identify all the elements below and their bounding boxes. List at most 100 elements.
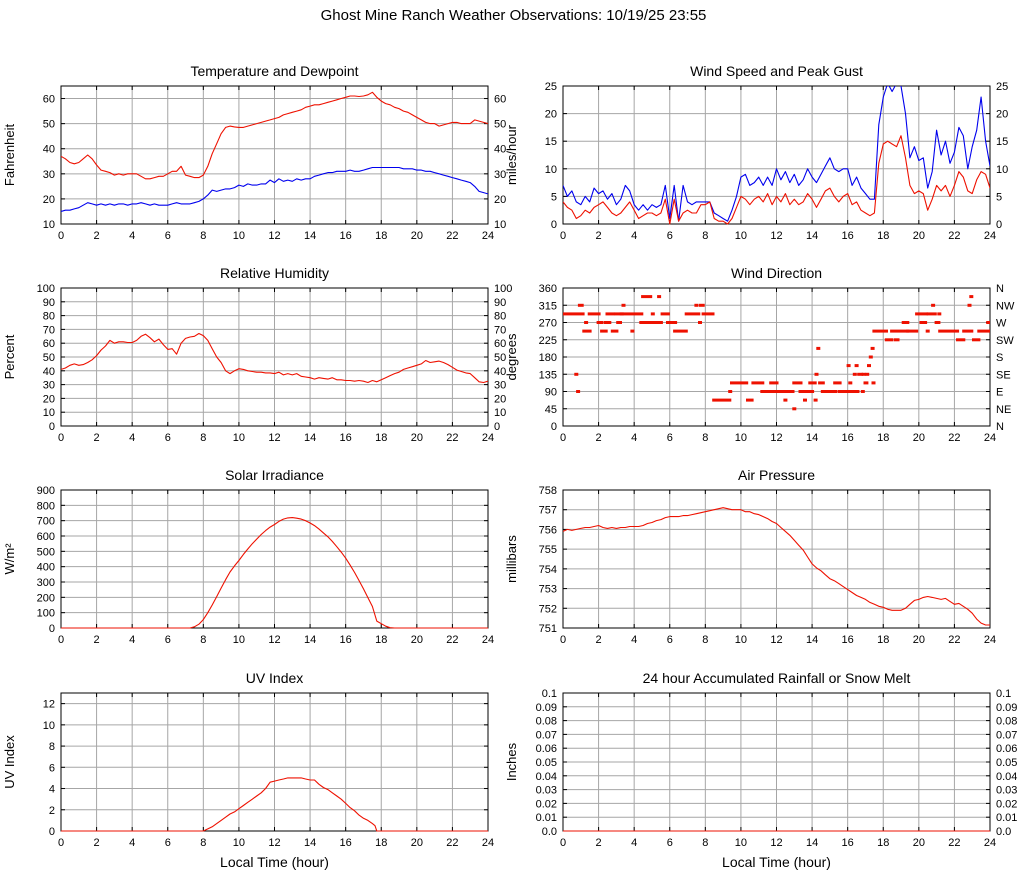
svg-text:90: 90 (43, 297, 55, 309)
svg-text:18: 18 (375, 230, 387, 242)
svg-text:60: 60 (43, 94, 55, 106)
svg-text:10: 10 (494, 407, 506, 419)
svg-text:18: 18 (877, 634, 889, 646)
rainfall-title: 24 hour Accumulated Rainfall or Snow Mel… (643, 670, 911, 686)
svg-text:6: 6 (165, 432, 171, 444)
chart-uv-index: UV Index UV Index 0 2 4 6 8 10 12 0 2 4 6 8 10 12 14 16 18… (0, 667, 520, 878)
svg-text:4: 4 (631, 634, 637, 646)
svg-text:0: 0 (560, 432, 566, 444)
svg-text:700: 700 (37, 516, 55, 528)
svg-text:20: 20 (43, 194, 55, 206)
svg-text:0.02: 0.02 (536, 798, 557, 810)
svg-text:14: 14 (304, 230, 316, 242)
svg-text:100: 100 (37, 283, 55, 295)
svg-text:0: 0 (560, 230, 566, 242)
svg-text:0.1: 0.1 (542, 688, 557, 700)
wind-speed-gust-title: Wind Speed and Peak Gust (690, 63, 863, 79)
svg-text:752: 752 (539, 603, 557, 615)
page-title: Ghost Mine Ranch Weather Observations: 1… (320, 7, 707, 24)
svg-text:22: 22 (948, 230, 960, 242)
svg-text:16: 16 (842, 634, 854, 646)
svg-text:5: 5 (551, 191, 557, 203)
svg-text:10: 10 (735, 230, 747, 242)
svg-text:14: 14 (806, 634, 818, 646)
svg-text:10: 10 (43, 407, 55, 419)
svg-text:0.0: 0.0 (542, 826, 557, 838)
svg-text:753: 753 (539, 584, 557, 596)
svg-text:10: 10 (233, 837, 245, 849)
svg-text:4: 4 (129, 837, 135, 849)
svg-text:6: 6 (667, 837, 673, 849)
svg-text:15: 15 (996, 136, 1008, 148)
svg-text:80: 80 (494, 311, 506, 323)
svg-text:12: 12 (770, 634, 782, 646)
svg-text:0.08: 0.08 (996, 716, 1017, 728)
chart-air-pressure: Air Pressure millibars 751 752 753 754 755 756 7… (502, 464, 1022, 664)
svg-text:20: 20 (913, 432, 925, 444)
svg-text:24: 24 (984, 634, 996, 646)
svg-text:135: 135 (539, 369, 557, 381)
svg-text:16: 16 (340, 432, 352, 444)
svg-text:0: 0 (58, 634, 64, 646)
svg-text:756: 756 (539, 524, 557, 536)
svg-text:20: 20 (545, 109, 557, 121)
svg-text:0.09: 0.09 (996, 702, 1017, 714)
svg-text:2: 2 (596, 432, 602, 444)
svg-text:E: E (996, 387, 1003, 399)
svg-text:12: 12 (268, 634, 280, 646)
svg-text:10: 10 (735, 634, 747, 646)
svg-text:20: 20 (913, 837, 925, 849)
svg-text:0: 0 (560, 634, 566, 646)
svg-text:12: 12 (268, 230, 280, 242)
svg-text:10: 10 (494, 219, 506, 231)
svg-text:12: 12 (43, 699, 55, 711)
temperature-dewpoint-ylabel: Fahrenheit (2, 124, 17, 187)
svg-text:S: S (996, 352, 1003, 364)
svg-text:15: 15 (545, 136, 557, 148)
svg-text:30: 30 (494, 169, 506, 181)
svg-text:NW: NW (996, 300, 1015, 312)
svg-text:0.1: 0.1 (996, 688, 1011, 700)
svg-text:50: 50 (43, 119, 55, 131)
svg-text:0: 0 (996, 219, 1002, 231)
svg-text:24: 24 (482, 634, 494, 646)
svg-text:8: 8 (200, 634, 206, 646)
chart-rainfall: 24 hour Accumulated Rainfall or Snow Mel… (502, 667, 1022, 878)
svg-text:SE: SE (996, 369, 1011, 381)
uv-line (61, 777, 488, 832)
svg-text:2: 2 (596, 230, 602, 242)
svg-text:0: 0 (551, 219, 557, 231)
svg-text:10: 10 (996, 164, 1008, 176)
svg-text:0.05: 0.05 (996, 757, 1017, 769)
relative-humidity-ylabel: Percent (2, 334, 17, 379)
svg-text:4: 4 (631, 837, 637, 849)
wind-speed-gust-ylabel: miles/hour (504, 124, 519, 185)
svg-text:10: 10 (233, 432, 245, 444)
svg-text:22: 22 (948, 837, 960, 849)
solar-irradiance-ylabel: W/m² (2, 543, 17, 575)
svg-text:8: 8 (702, 837, 708, 849)
svg-text:600: 600 (37, 531, 55, 543)
svg-text:0: 0 (551, 421, 557, 433)
svg-text:400: 400 (37, 562, 55, 574)
svg-text:40: 40 (43, 144, 55, 156)
svg-text:20: 20 (996, 109, 1008, 121)
svg-text:20: 20 (411, 837, 423, 849)
svg-text:22: 22 (446, 230, 458, 242)
solar-line (61, 517, 488, 629)
svg-text:0: 0 (58, 230, 64, 242)
svg-text:755: 755 (539, 544, 557, 556)
svg-text:6: 6 (165, 634, 171, 646)
svg-text:16: 16 (842, 432, 854, 444)
svg-text:0.0: 0.0 (996, 826, 1011, 838)
svg-text:270: 270 (539, 318, 557, 330)
chart-solar-irradiance: Solar Irradiance W/m² 0 100 200 300 400 500 600 7… (0, 464, 520, 664)
svg-text:30: 30 (43, 380, 55, 392)
svg-text:60: 60 (494, 338, 506, 350)
svg-text:24: 24 (984, 230, 996, 242)
svg-text:N: N (996, 283, 1004, 295)
svg-text:4: 4 (129, 432, 135, 444)
svg-text:0.09: 0.09 (536, 702, 557, 714)
